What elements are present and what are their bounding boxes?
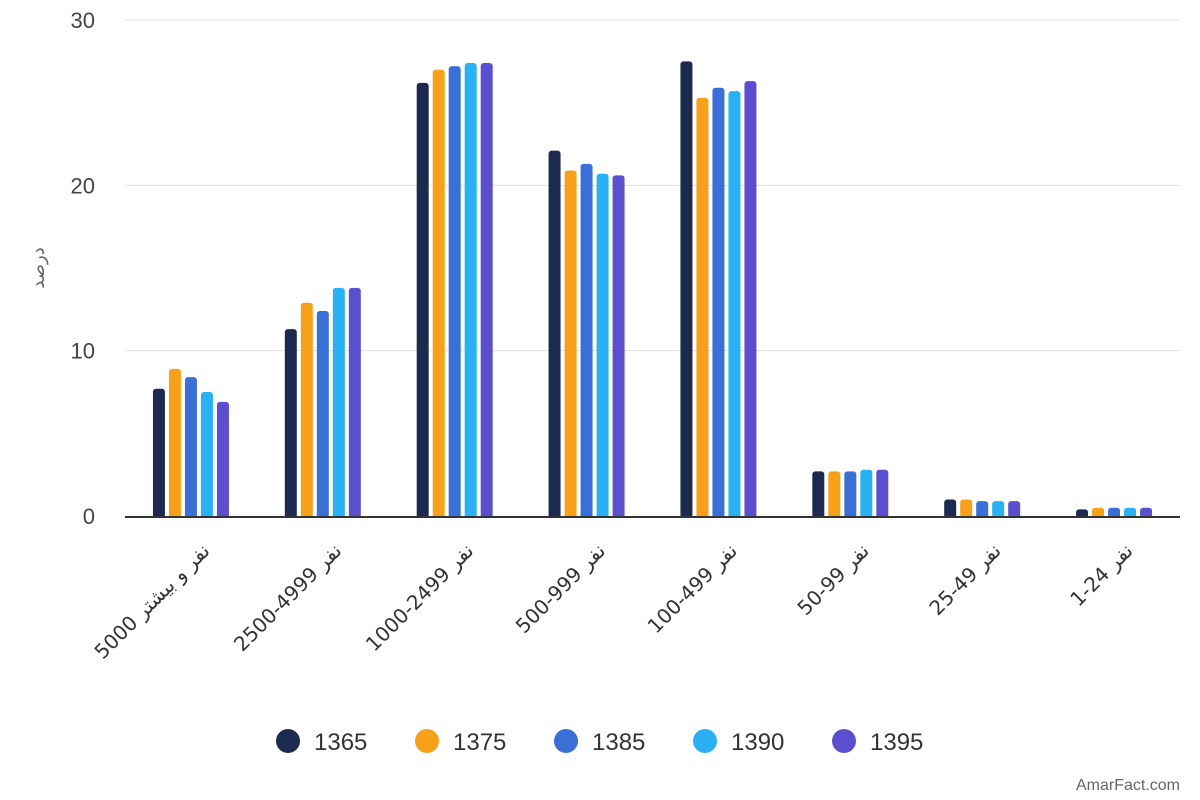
x-category-label: 25-49 نفر	[924, 539, 1005, 620]
bar-1375-4[interactable]	[696, 98, 708, 518]
legend-label: 1395	[870, 729, 923, 756]
bar-1390-1[interactable]	[333, 288, 345, 518]
bar-1395-5[interactable]	[876, 470, 888, 518]
x-category-label: 1000-2499 نفر	[361, 539, 478, 656]
bar-1375-0[interactable]	[169, 369, 181, 518]
bar-1390-2[interactable]	[465, 63, 477, 518]
bar-1385-5[interactable]	[844, 471, 856, 518]
x-category-label: 500-999 نفر	[511, 539, 610, 638]
legend-marker	[693, 729, 717, 753]
legend: 1365 1375 1385 1390 1395	[276, 729, 923, 756]
y-tick-label: 10	[71, 339, 95, 364]
bar-1365-4[interactable]	[680, 61, 692, 518]
bar-1375-5[interactable]	[828, 471, 840, 518]
x-category-label: 50-99 نفر	[792, 539, 873, 620]
bar-1390-0[interactable]	[201, 392, 213, 518]
legend-item-1385[interactable]: 1385	[554, 729, 645, 756]
bar-1385-0[interactable]	[185, 377, 197, 518]
gridlines	[125, 20, 1180, 351]
bar-1390-5[interactable]	[860, 470, 872, 518]
bar-1390-3[interactable]	[597, 174, 609, 518]
legend-label: 1365	[314, 729, 367, 756]
bar-1365-3[interactable]	[549, 151, 561, 518]
bar-1385-2[interactable]	[449, 66, 461, 518]
bar-1395-1[interactable]	[349, 288, 361, 518]
bar-1395-6[interactable]	[1008, 501, 1020, 518]
x-category-label: 100-499 نفر	[643, 539, 742, 638]
y-tick-label: 0	[83, 504, 95, 529]
legend-marker	[415, 729, 439, 753]
bar-1365-1[interactable]	[285, 329, 297, 518]
y-axis-label: درصد	[28, 247, 49, 288]
bar-1365-5[interactable]	[812, 471, 824, 518]
bar-1375-6[interactable]	[960, 499, 972, 518]
legend-label: 1385	[592, 729, 645, 756]
bar-1375-1[interactable]	[301, 303, 313, 518]
y-tick-label: 30	[71, 8, 95, 33]
legend-marker	[276, 729, 300, 753]
legend-marker	[832, 729, 856, 753]
x-category-label: 1-24 نفر	[1065, 539, 1137, 611]
bars	[153, 61, 1152, 518]
bar-1385-3[interactable]	[581, 164, 593, 518]
legend-label: 1375	[453, 729, 506, 756]
legend-marker	[554, 729, 578, 753]
legend-item-1375[interactable]: 1375	[415, 729, 506, 756]
bar-1365-6[interactable]	[944, 499, 956, 518]
bar-1395-4[interactable]	[744, 81, 756, 518]
bar-1395-3[interactable]	[613, 175, 625, 518]
bar-1365-2[interactable]	[417, 83, 429, 518]
credit-text: AmarFact.com	[1076, 777, 1180, 794]
x-category-label: 2500-4999 نفر	[229, 539, 346, 656]
legend-item-1390[interactable]: 1390	[693, 729, 784, 756]
bar-1385-4[interactable]	[712, 88, 724, 518]
bar-1395-0[interactable]	[217, 402, 229, 518]
bar-1390-6[interactable]	[992, 501, 1004, 518]
y-tick-label: 20	[71, 173, 95, 198]
bar-1390-4[interactable]	[728, 91, 740, 518]
x-category-label: 5000 نفر و بیشتر	[89, 539, 214, 664]
bar-1385-6[interactable]	[976, 501, 988, 518]
legend-item-1395[interactable]: 1395	[832, 729, 923, 756]
y-tick-labels: 0 10 20 30	[71, 8, 95, 529]
bar-1385-1[interactable]	[317, 311, 329, 518]
bar-1365-0[interactable]	[153, 389, 165, 518]
bar-1375-2[interactable]	[433, 70, 445, 518]
bar-1395-2[interactable]	[481, 63, 493, 518]
bar-1375-3[interactable]	[565, 170, 577, 518]
legend-label: 1390	[731, 729, 784, 756]
legend-item-1365[interactable]: 1365	[276, 729, 367, 756]
